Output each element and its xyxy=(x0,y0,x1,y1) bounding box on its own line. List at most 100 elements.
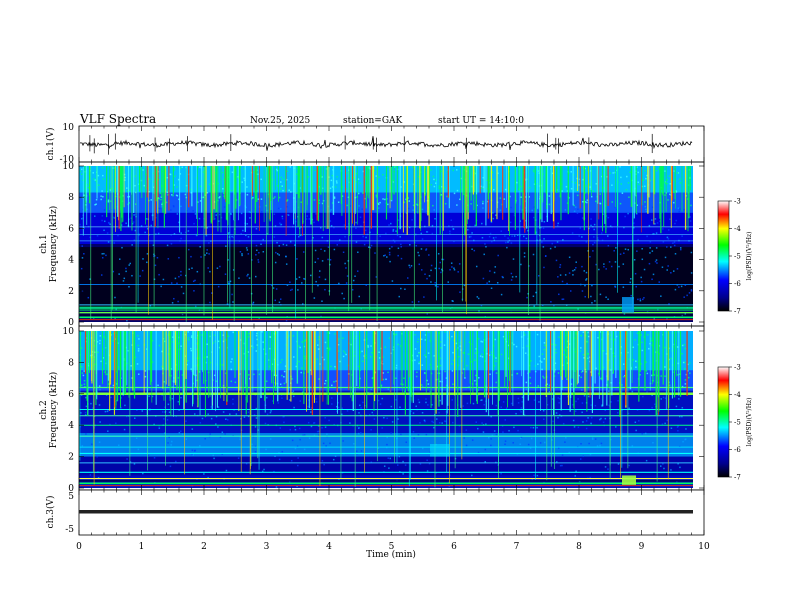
spectral-speckle xyxy=(478,377,480,379)
spectral-speckle xyxy=(527,293,529,295)
spectral-speckle xyxy=(225,245,227,247)
spectral-speckle xyxy=(126,319,128,322)
spectral-speckle xyxy=(238,277,240,279)
spectral-speckle xyxy=(605,296,607,298)
spectral-speckle xyxy=(685,373,688,376)
spectral-speckle xyxy=(507,344,509,347)
freq-tick-label: 0 xyxy=(68,318,74,328)
spectral-speckle xyxy=(482,207,484,209)
spectral-speckle xyxy=(438,267,440,270)
spectral-speckle xyxy=(281,185,283,187)
spectral-speckle xyxy=(608,167,610,169)
spectral-speckle xyxy=(103,220,106,223)
spectral-speckle xyxy=(634,339,636,341)
spectral-speckle xyxy=(617,463,620,465)
spectral-speckle xyxy=(689,220,692,222)
spectral-speckle xyxy=(81,257,84,259)
spectral-speckle xyxy=(688,292,691,294)
spectral-speckle xyxy=(181,433,184,435)
spectral-speckle xyxy=(79,425,82,428)
spectral-speckle xyxy=(334,333,336,335)
spectral-speckle xyxy=(421,238,424,240)
spectral-speckle xyxy=(582,353,585,356)
spectral-speckle xyxy=(666,419,669,422)
ch1-ytick-top: 10 xyxy=(63,123,75,133)
spectral-speckle xyxy=(399,236,401,238)
spectral-speckle xyxy=(134,184,136,187)
spectral-speckle xyxy=(190,390,192,392)
spectral-speckle xyxy=(457,271,459,273)
spectral-speckle xyxy=(589,186,592,188)
spectral-speckle xyxy=(593,228,595,231)
spectral-speckle xyxy=(260,198,263,200)
spectral-speckle xyxy=(352,425,354,427)
spectral-speckle xyxy=(660,375,662,377)
spectral-speckle xyxy=(85,405,88,408)
spectral-speckle xyxy=(336,244,338,246)
spectral-speckle xyxy=(513,212,516,215)
spectral-speckle xyxy=(561,464,563,467)
spectral-speckle xyxy=(408,264,410,267)
spectral-speckle xyxy=(607,244,610,247)
spectral-speckle xyxy=(499,197,502,199)
spectral-speckle xyxy=(210,406,212,408)
spectral-speckle xyxy=(112,340,114,342)
spectral-speckle xyxy=(521,396,524,398)
spectral-speckle xyxy=(526,345,528,347)
spectral-speckle xyxy=(591,302,593,304)
spectral-speckle xyxy=(315,401,318,403)
spectral-speckle xyxy=(579,458,582,460)
spectral-speckle xyxy=(645,177,647,180)
spectral-speckle xyxy=(559,274,562,276)
spectral-speckle xyxy=(669,193,671,196)
spectral-speckle xyxy=(279,224,282,226)
spectral-speckle xyxy=(623,226,625,229)
spectral-speckle xyxy=(238,204,241,207)
spectral-speckle xyxy=(375,276,378,278)
spectral-speckle xyxy=(439,364,442,367)
spectral-speckle xyxy=(214,374,216,377)
spectral-speckle xyxy=(138,183,140,185)
spectral-speckle xyxy=(261,331,263,333)
spectral-speckle xyxy=(124,179,126,181)
spectral-speckle xyxy=(384,346,387,348)
spectral-speckle xyxy=(431,224,434,227)
spectral-speckle xyxy=(178,256,180,259)
spectral-speckle xyxy=(419,463,422,465)
spectral-speckle xyxy=(172,341,174,343)
spectral-speckle xyxy=(400,257,403,260)
spectral-speckle xyxy=(578,235,580,237)
spectral-speckle xyxy=(175,460,177,463)
spectral-speckle xyxy=(452,383,454,385)
spectral-speckle xyxy=(395,166,397,168)
spectral-speckle xyxy=(84,385,86,388)
spectral-speckle xyxy=(584,191,587,194)
spectral-speckle xyxy=(223,178,225,181)
spectral-speckle xyxy=(531,209,534,212)
spectral-speckle xyxy=(465,444,468,447)
spectral-speckle xyxy=(607,468,609,470)
spectral-speckle xyxy=(269,336,271,338)
spectral-speckle xyxy=(318,270,321,272)
spectral-speckle xyxy=(409,243,411,246)
spectral-speckle xyxy=(667,238,670,240)
spectral-speckle xyxy=(477,389,480,391)
spectral-speckle xyxy=(294,425,296,428)
spectral-speckle xyxy=(580,376,582,379)
spectral-speckle xyxy=(590,224,592,227)
spectral-speckle xyxy=(451,363,453,365)
spectral-speckle xyxy=(135,437,138,440)
spectral-speckle xyxy=(543,220,546,223)
spectral-speckle xyxy=(649,252,651,254)
spectral-band xyxy=(79,247,693,310)
time-tick-label: 4 xyxy=(326,542,332,552)
spectral-speckle xyxy=(450,262,453,264)
spectral-speckle xyxy=(656,170,658,172)
spectral-speckle xyxy=(627,389,630,392)
spectral-speckle xyxy=(260,211,263,213)
spectral-speckle xyxy=(270,410,272,412)
spectral-speckle xyxy=(109,189,111,191)
spectral-speckle xyxy=(171,302,174,304)
spectral-speckle xyxy=(490,438,492,440)
ch3-waveform-trace xyxy=(79,510,693,514)
